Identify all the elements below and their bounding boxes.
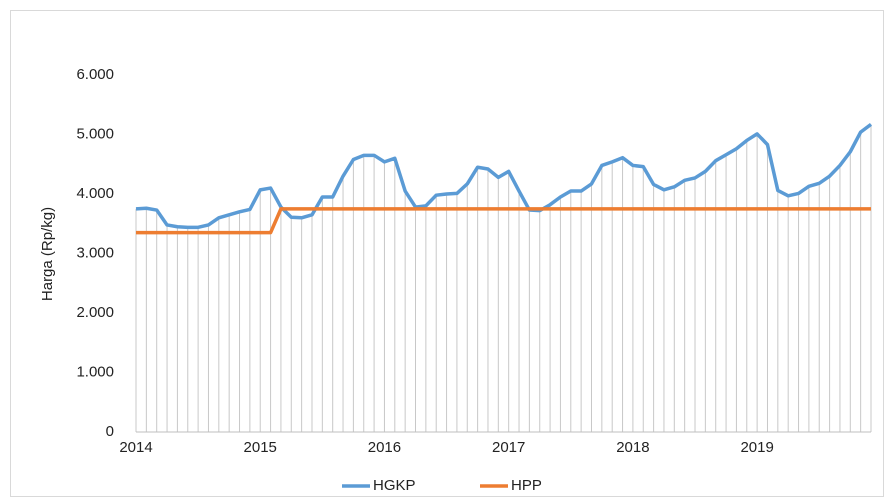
x-tick-label: 2014 (119, 439, 152, 456)
series-line (135, 122, 873, 230)
y-tick-label: 6.000 (76, 66, 114, 83)
y-tick-label: 1.000 (76, 363, 114, 380)
y-tick-label: 3.000 (76, 244, 114, 261)
x-tick-label: 2017 (492, 439, 525, 456)
x-tick-label: 2016 (368, 439, 401, 456)
x-tick-label: 2015 (244, 439, 277, 456)
y-tick-label: 0 (106, 423, 114, 440)
legend-label: HGKP (373, 477, 416, 494)
y-tick-label: 4.000 (76, 185, 114, 202)
x-tick-label: 2019 (740, 439, 773, 456)
series-line (136, 207, 871, 235)
y-axis-label: Harga (Rp/kg) (39, 207, 56, 301)
y-tick-label: 5.000 (76, 125, 114, 142)
y-tick-label: 2.000 (76, 304, 114, 321)
x-tick-label: 2018 (616, 439, 649, 456)
legend-label: HPP (511, 477, 542, 494)
